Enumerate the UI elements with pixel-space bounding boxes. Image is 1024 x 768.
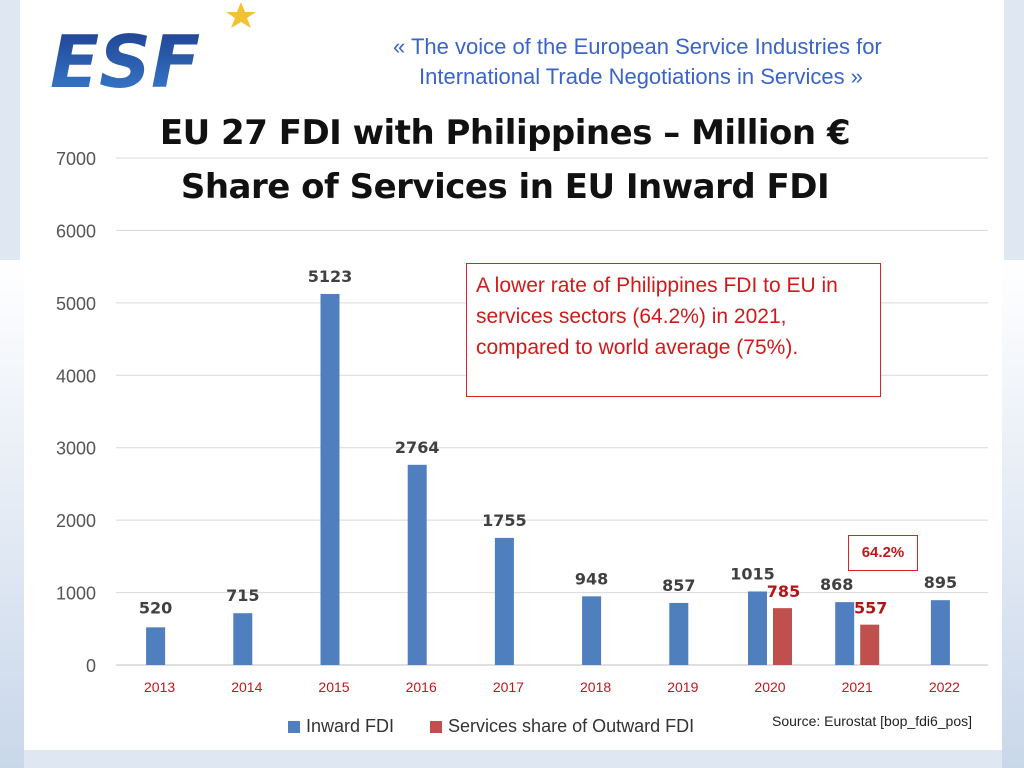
data-label-inward: 948 — [575, 569, 608, 588]
x-tick-label: 2013 — [144, 679, 175, 695]
bar-inward-fdi — [582, 596, 602, 665]
background-left-decoration — [0, 260, 24, 768]
data-label-services: 785 — [767, 582, 800, 601]
data-label-inward: 2764 — [395, 438, 440, 457]
bar-inward-fdi — [494, 537, 514, 665]
data-label-inward: 520 — [139, 598, 172, 617]
bar-inward-fdi — [320, 293, 340, 665]
y-tick-label: 7000 — [56, 149, 96, 169]
legend-item-services: Services share of Outward FDI — [430, 716, 694, 737]
bar-inward-fdi — [407, 464, 427, 665]
y-tick-label: 0 — [86, 656, 96, 676]
y-tick-label: 3000 — [56, 439, 96, 459]
bar-inward-fdi — [835, 602, 855, 665]
chart-title: EU 27 FDI with Philippines – Million € S… — [100, 106, 910, 214]
y-tick-label: 2000 — [56, 511, 96, 531]
x-tick-label: 2018 — [580, 679, 611, 695]
data-label-inward: 868 — [820, 575, 853, 594]
y-tick-label: 6000 — [56, 221, 96, 241]
x-tick-label: 2017 — [493, 679, 524, 695]
x-tick-label: 2014 — [231, 679, 262, 695]
chart-title-line-2: Share of Services in EU Inward FDI — [180, 167, 830, 207]
legend-swatch-inward — [288, 720, 300, 733]
y-tick-label: 4000 — [56, 366, 96, 386]
logo-text: ESF — [50, 20, 200, 100]
esf-logo: ESF — [50, 2, 256, 100]
bar-services-share — [860, 624, 880, 665]
y-tick-label: 1000 — [56, 584, 96, 604]
data-label-inward: 1755 — [482, 511, 527, 530]
x-tick-label: 2020 — [754, 679, 785, 695]
legend-label-services: Services share of Outward FDI — [448, 716, 695, 736]
bar-services-share — [773, 608, 792, 665]
bar-inward-fdi — [146, 627, 166, 665]
x-tick-label: 2015 — [318, 679, 349, 695]
data-label-inward: 895 — [924, 573, 957, 592]
x-tick-label: 2019 — [667, 679, 698, 695]
chart-legend: Inward FDI Services share of Outward FDI — [288, 716, 730, 737]
star-icon — [226, 2, 256, 28]
data-label-inward: 715 — [226, 586, 259, 605]
data-label-inward: 5123 — [308, 267, 353, 286]
background-right-decoration — [1002, 260, 1024, 768]
data-label-services: 557 — [854, 599, 887, 618]
tagline: « The voice of the European Service Indu… — [393, 32, 993, 92]
x-tick-label: 2021 — [842, 679, 873, 695]
tagline-line-2: International Trade Negotiations in Serv… — [419, 64, 863, 89]
bar-inward-fdi — [669, 602, 689, 665]
legend-swatch-services — [430, 720, 443, 733]
y-tick-label: 5000 — [56, 294, 96, 314]
bar-inward-fdi — [748, 591, 767, 665]
highlight-percentage: 64.2% — [848, 535, 918, 571]
source-note: Source: Eurostat [bop_fdi6_pos] — [772, 713, 973, 729]
tagline-line-1: « The voice of the European Service Indu… — [393, 34, 882, 59]
data-label-inward: 857 — [662, 576, 695, 595]
x-tick-label: 2016 — [406, 679, 437, 695]
legend-label-inward: Inward FDI — [306, 716, 395, 736]
x-tick-label: 2022 — [929, 679, 960, 695]
bar-inward-fdi — [233, 613, 253, 665]
chart-title-line-1: EU 27 FDI with Philippines – Million € — [159, 113, 851, 153]
callout-box: A lower rate of Philippines FDI to EU in… — [466, 263, 881, 397]
legend-item-inward: Inward FDI — [288, 716, 394, 737]
bar-inward-fdi — [930, 600, 950, 665]
data-label-inward: 1015 — [730, 564, 775, 583]
